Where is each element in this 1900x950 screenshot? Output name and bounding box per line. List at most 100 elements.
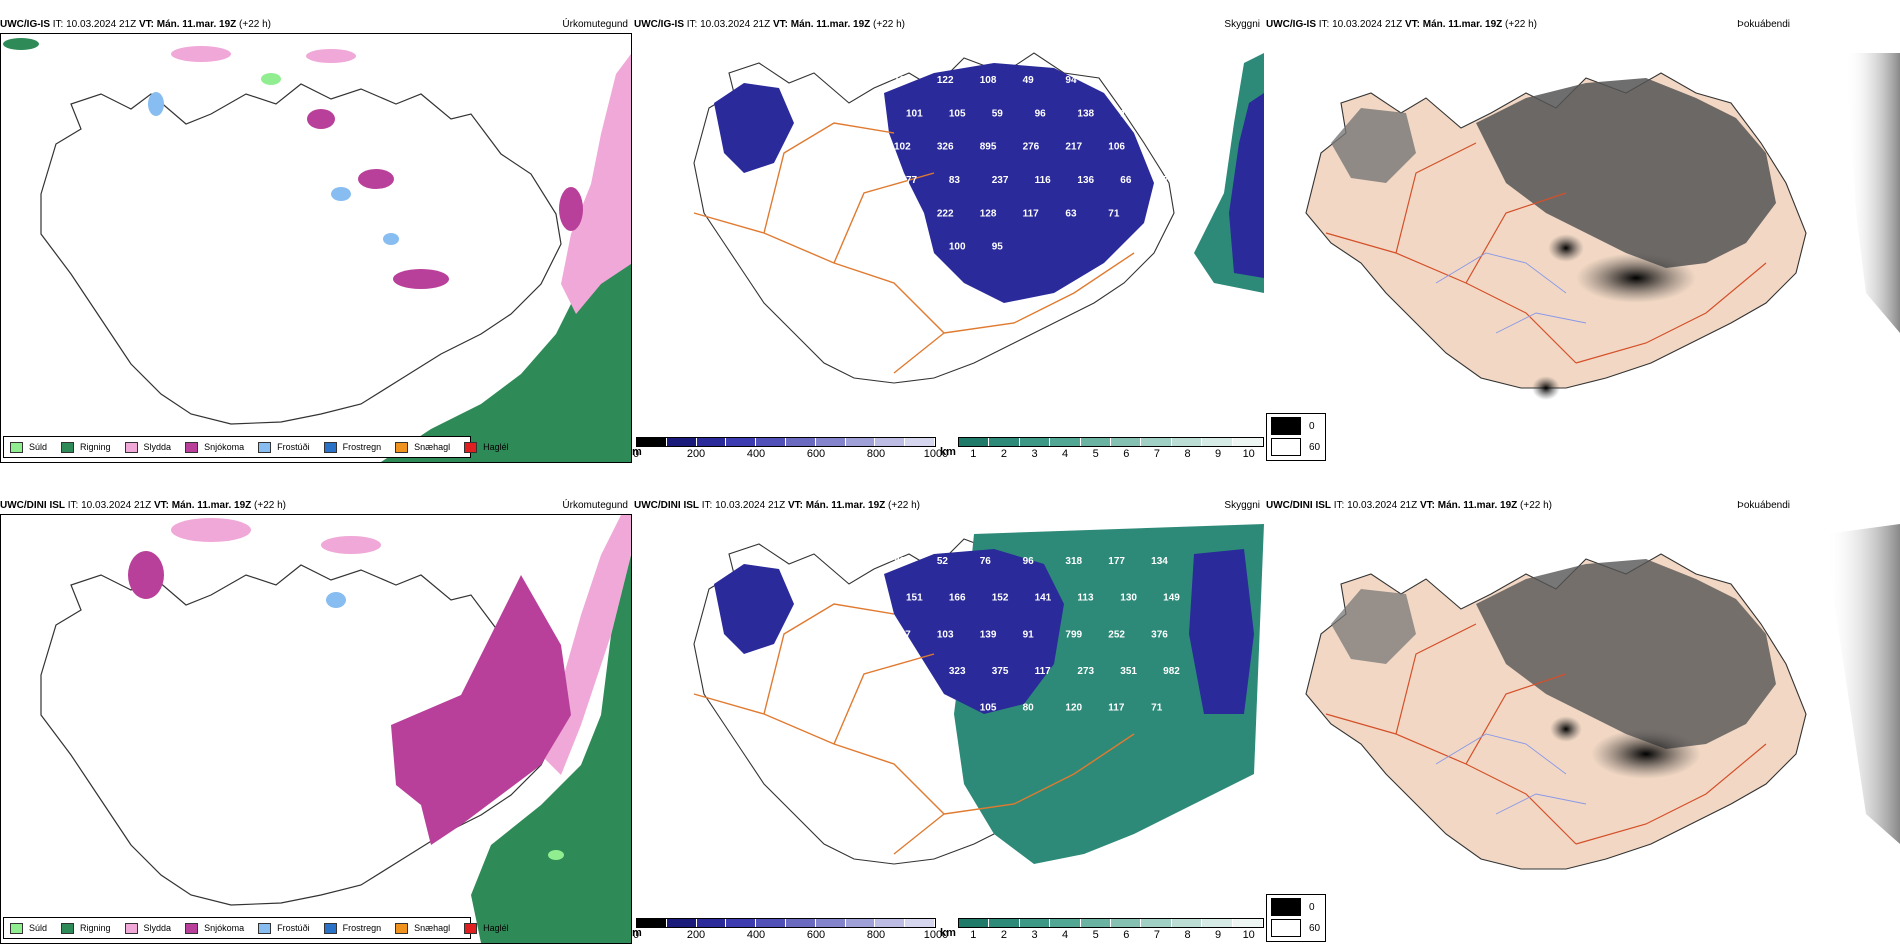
sea-very-low — [1229, 93, 1264, 278]
fog-swatch — [1271, 898, 1301, 916]
scale-cell — [1141, 438, 1172, 446]
it-value: 10.03.2024 21Z — [81, 500, 152, 511]
legend-item-frostregn: Frostregn — [323, 922, 382, 934]
visibility-scale-ticks: 1 2 3 4 5 6 7 8 9 10 — [958, 928, 1264, 942]
fog-legend-label: 0 — [1309, 901, 1315, 913]
vt-label: VT: — [772, 19, 788, 30]
ceiling-label: 895 — [980, 142, 997, 153]
legend-swatch — [124, 441, 138, 453]
ceiling-label: 71 — [1108, 208, 1120, 219]
ceiling-label: 106 — [1108, 142, 1125, 153]
ceiling-label: 117 — [1023, 208, 1040, 219]
legend-item-frostregn: Frostregn — [323, 441, 381, 453]
scale-cell — [637, 919, 667, 927]
it-label: IT: — [686, 19, 698, 30]
fog-swatch — [1271, 417, 1301, 435]
fog-legend-row: 0 — [1271, 417, 1321, 435]
legend-swatch — [61, 922, 75, 934]
ceiling-label: 134 — [1151, 556, 1168, 567]
scale-tick-label: 10 — [1242, 929, 1255, 941]
ceiling-label: 105 — [949, 108, 966, 119]
panel-header: UWC/IG-IS IT: 10.03.2024 21Z VT: Mán. 11… — [1266, 17, 1900, 33]
scale-tick-label: 1 — [970, 448, 977, 460]
fog-core — [1591, 729, 1701, 779]
rivers — [1435, 252, 1587, 334]
scale-cell — [959, 438, 990, 446]
scale-tick-label: 2 — [1000, 929, 1007, 941]
rivers — [1435, 733, 1587, 815]
vt-value: Mán. 11.mar. 19Z — [1422, 19, 1503, 30]
legend-item-slydda: Slydda — [124, 441, 172, 453]
it-label: IT: — [701, 500, 713, 511]
frost-drizzle-patch — [148, 92, 164, 116]
precip-legend: Súld Rigning Slydda Snjókoma Frostúði Fr… — [3, 917, 509, 939]
precip-map: Súld Rigning Slydda Snjókoma Frostúði Fr… — [0, 33, 632, 463]
ceiling-label: 113 — [1077, 593, 1094, 604]
lead-time: (+22 h) — [254, 500, 286, 511]
legend-swatch — [395, 922, 409, 934]
it-label: IT: — [1318, 19, 1330, 30]
scale-tick-label: 600 — [806, 448, 826, 460]
panel-header: UWC/IG-IS IT: 10.03.2024 21Z VT: Mán. 11… — [634, 17, 1264, 33]
cloud-map: 81 52 76 96 318 177 134 151 166 152 141 113 130 149 10… — [634, 514, 1264, 906]
panel-type-title: Þokuábendi — [1737, 500, 1790, 511]
cloud-map: 109 122 108 49 94 71 75 101 105 59 96 138 106 98 102 32… — [634, 33, 1264, 425]
vt-value: Mán. 11.mar. 19Z — [790, 19, 871, 30]
scale-cell — [637, 438, 667, 446]
ceiling-label: 95 — [992, 242, 1004, 253]
height-scale-ticks: 0 200 400 600 800 1000 — [633, 928, 948, 942]
ceiling-label: 376 — [1151, 629, 1168, 640]
legend-label: Slydda — [143, 442, 172, 452]
iceland-outline — [40, 83, 562, 425]
legend-swatch — [258, 922, 272, 934]
frost-drizzle-patch — [383, 233, 399, 245]
cloud-mass-north — [884, 63, 1154, 303]
it-value: 10.03.2024 21Z — [66, 19, 137, 30]
fog-core — [1532, 376, 1560, 400]
legend-label: Frostregn — [342, 923, 382, 933]
ceiling-label: 81 — [894, 556, 906, 567]
legend-label: Snjókoma — [204, 442, 245, 452]
legend-item-sold: Súld — [10, 441, 48, 453]
fog-panel-bottom: UWC/DINI ISL IT: 10.03.2024 21Z VT: Mán.… — [1266, 498, 1900, 946]
legend-label: Snæhagl — [414, 923, 451, 933]
scale-tick-label: 9 — [1215, 929, 1222, 941]
it-value: 10.03.2024 21Z — [700, 19, 771, 30]
ceiling-label: 66 — [906, 242, 918, 253]
height-scale-cells — [636, 437, 936, 447]
lead-time: (+22 h) — [239, 19, 271, 30]
legend-item-snjokoma: Snjókoma — [185, 441, 245, 453]
vt-value: Mán. 11.mar. 19Z — [805, 500, 886, 511]
ceiling-label: 982 — [1163, 666, 1180, 677]
panel-header: UWC/DINI ISL IT: 10.03.2024 21Z VT: Mán.… — [1266, 498, 1900, 514]
vt-value: Mán. 11.mar. 19Z — [156, 19, 237, 30]
legend-item-haglel: Haglél — [464, 922, 509, 934]
scale-cell — [1171, 919, 1203, 927]
ceiling-label: 96 — [1035, 108, 1047, 119]
legend-item-snaehagl: Snæhagl — [395, 441, 450, 453]
ceiling-label: 83 — [949, 175, 961, 186]
ceiling-label: 242 — [906, 666, 923, 677]
scale-tick-label: 4 — [1062, 929, 1069, 941]
visibility-scale-ticks: 1 2 3 4 5 6 7 8 9 10 — [958, 447, 1264, 461]
it-value: 10.03.2024 21Z — [715, 500, 786, 511]
scale-cell — [785, 438, 816, 446]
legend-swatch — [185, 441, 199, 453]
lead-time: (+22 h) — [1520, 500, 1552, 511]
scale-cell — [726, 919, 757, 927]
legend-label: Slydda — [143, 923, 172, 933]
vt-label: VT: — [1419, 500, 1435, 511]
ceiling-label: 77 — [906, 175, 918, 186]
snow-patch — [393, 269, 449, 289]
snow-east — [391, 575, 571, 845]
legend-swatch — [323, 922, 337, 934]
model-name: UWC/IG-IS — [634, 19, 684, 30]
ceiling-label: 237 — [992, 175, 1009, 186]
fog-legend-label: 0 — [1309, 420, 1315, 432]
sea-sleet-area — [561, 54, 631, 314]
scale-tick-label: 2 — [1000, 448, 1007, 460]
road-network — [693, 603, 1135, 855]
legend-label: Súld — [29, 442, 48, 452]
legend-item-snjokoma: Snjókoma — [185, 922, 244, 934]
sleet-north — [171, 518, 251, 542]
